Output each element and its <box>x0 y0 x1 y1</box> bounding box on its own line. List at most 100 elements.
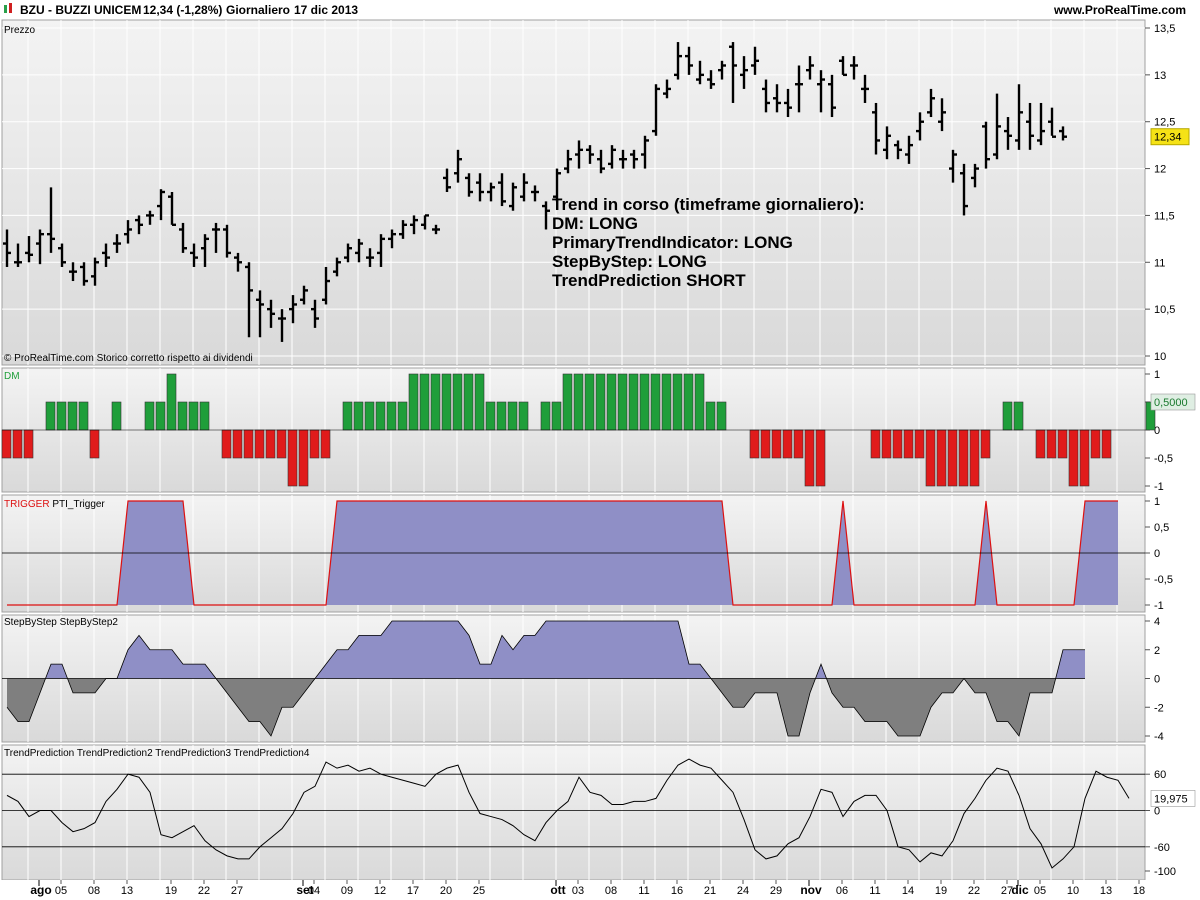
y-tick-label: 1 <box>1154 369 1160 381</box>
ohlc-bar <box>619 149 627 169</box>
dm-bar-negative <box>1 429 12 459</box>
ohlc-bar <box>201 234 209 267</box>
trend-annotation-line: StepByStep: LONG <box>552 252 707 271</box>
y-tick-label: 0 <box>1154 674 1160 686</box>
ohlc-bar <box>905 135 913 164</box>
trendprediction-panel-title: TrendPrediction TrendPrediction2 TrendPr… <box>4 748 310 759</box>
ohlc-bar <box>300 285 308 305</box>
dm-bar-positive <box>1013 401 1024 431</box>
ohlc-bar <box>718 60 726 80</box>
x-day-label: 20 <box>440 885 452 897</box>
dm-bar-positive <box>386 401 397 431</box>
dm-bar-negative <box>221 429 232 459</box>
ohlc-bar <box>740 56 748 89</box>
dm-bar-positive <box>716 401 727 431</box>
ohlc-bar <box>872 102 880 155</box>
y-tick-label: 13 <box>1154 70 1166 82</box>
x-month-label: ago <box>30 883 51 897</box>
ohlc-bar <box>520 173 528 202</box>
ohlc-bar <box>960 163 968 216</box>
y-tick-label: 10 <box>1154 351 1166 363</box>
ohlc-bar <box>817 70 825 113</box>
dm-bar-negative <box>947 429 958 487</box>
dm-bar-positive <box>639 373 650 431</box>
dm-bar-negative <box>12 429 23 459</box>
ohlc-bar <box>564 149 572 174</box>
dm-bar-positive <box>705 401 716 431</box>
trigger-panel: 1 0,5 0 -0,5 -1 TRIGGER PTI_Trigger <box>0 494 1200 613</box>
x-day-label: 10 <box>1067 885 1079 897</box>
ohlc-bar <box>839 56 847 77</box>
dm-bar-negative <box>1035 429 1046 459</box>
trigger-title-main: TRIGGER <box>4 499 50 510</box>
ohlc-bar <box>135 215 143 235</box>
stepbystep-panel-title: StepByStep StepByStep2 <box>4 617 118 628</box>
x-day-label: 05 <box>1034 885 1046 897</box>
dm-last-value-tag <box>1150 393 1196 411</box>
ohlc-bar <box>443 168 451 192</box>
y-tick-label: -4 <box>1154 731 1164 743</box>
ohlc-bar <box>223 224 231 258</box>
y-tick-label: 4 <box>1154 616 1160 628</box>
dm-bar-negative <box>892 429 903 459</box>
dm-bar-negative <box>815 429 826 487</box>
ohlc-bar <box>938 98 946 132</box>
dm-bar-negative <box>749 429 760 459</box>
y-tick-label: -0,5 <box>1154 453 1173 465</box>
dm-bar-positive <box>364 401 375 431</box>
dm-bar-negative <box>1068 429 1079 487</box>
dm-bar-positive <box>155 401 166 431</box>
x-day-label: 29 <box>770 885 782 897</box>
ohlc-bar <box>927 88 935 118</box>
ohlc-bar <box>388 229 396 249</box>
symbol-name: BZU - BUZZI UNICEM <box>20 3 141 17</box>
dm-bar-positive <box>166 373 177 431</box>
trendprediction-last-value: 19,975 <box>1154 793 1188 805</box>
ohlc-bar <box>25 236 33 263</box>
x-day-label: 08 <box>88 885 100 897</box>
trend-annotation-line: PrimaryTrendIndicator: LONG <box>552 233 793 252</box>
ohlc-bar <box>311 299 319 328</box>
x-day-label: 16 <box>671 885 683 897</box>
ohlc-bar <box>784 88 792 118</box>
dm-bar-positive <box>562 373 573 431</box>
ohlc-bar <box>608 145 616 169</box>
dm-bar-negative <box>23 429 34 459</box>
ohlc-bar <box>146 210 154 225</box>
dm-bar-positive <box>628 373 639 431</box>
x-axis: ago set ott nov dic 05 08 13 19 22 27 04 09 12 17 20 25 0… <box>0 880 1200 900</box>
dm-bar-positive <box>1002 401 1013 431</box>
x-day-label: 22 <box>198 885 210 897</box>
ohlc-bar <box>894 140 902 160</box>
ohlc-bar <box>982 121 990 169</box>
ohlc-bar <box>685 46 693 75</box>
y-tick-label: 11 <box>1154 257 1165 269</box>
site-link[interactable]: www.ProRealTime.com <box>1053 3 1186 17</box>
dm-bar-positive <box>507 401 518 431</box>
ohlc-bar <box>278 309 286 342</box>
dm-bar-negative <box>881 429 892 459</box>
ohlc-bar <box>575 140 583 169</box>
ohlc-bar <box>1015 84 1023 150</box>
x-day-label: 14 <box>902 885 914 897</box>
dm-bar-positive <box>199 401 210 431</box>
dm-bar-positive <box>452 373 463 431</box>
x-day-label: 25 <box>473 885 485 897</box>
x-day-label: 24 <box>737 885 749 897</box>
ohlc-bar <box>179 222 187 253</box>
dm-bar-positive <box>606 373 617 431</box>
y-tick-label: -100 <box>1154 866 1176 878</box>
x-day-label: 04 <box>308 885 320 897</box>
ohlc-bar <box>1048 107 1056 138</box>
y-tick-label: 1 <box>1154 496 1160 508</box>
ohlc-bar <box>597 149 605 174</box>
ohlc-bar <box>883 126 891 160</box>
last-price-value: 12,34 <box>1154 132 1182 144</box>
y-tick-label: 11,5 <box>1154 210 1175 222</box>
x-day-label: 21 <box>704 885 716 897</box>
ohlc-bar <box>14 243 22 267</box>
last-change: 12,34 (-1,28%) <box>143 3 222 17</box>
dm-bar-positive <box>694 373 705 431</box>
ohlc-bar <box>102 243 110 267</box>
